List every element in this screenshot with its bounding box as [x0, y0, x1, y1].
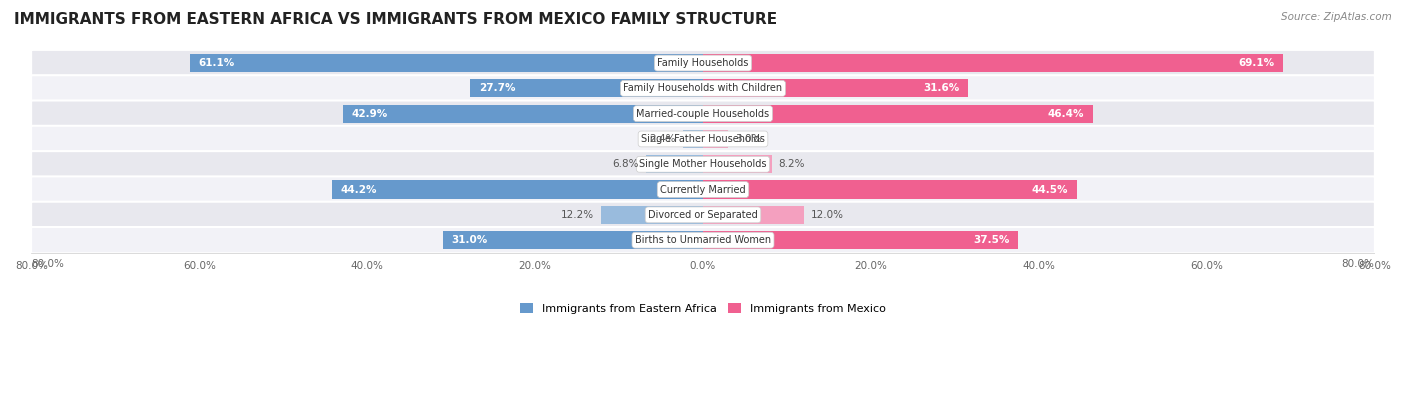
- FancyBboxPatch shape: [31, 50, 1375, 76]
- Text: 27.7%: 27.7%: [479, 83, 516, 93]
- Bar: [703, 231, 1018, 249]
- Text: 44.5%: 44.5%: [1032, 184, 1069, 195]
- Bar: [703, 206, 804, 224]
- Text: 46.4%: 46.4%: [1047, 109, 1084, 118]
- Text: 31.0%: 31.0%: [451, 235, 488, 245]
- Text: 80.0%: 80.0%: [1341, 259, 1375, 269]
- Text: Births to Unmarried Women: Births to Unmarried Women: [636, 235, 770, 245]
- FancyBboxPatch shape: [31, 100, 1375, 127]
- Text: 6.8%: 6.8%: [613, 159, 640, 169]
- Bar: [703, 79, 969, 98]
- Text: 44.2%: 44.2%: [340, 184, 377, 195]
- Text: Currently Married: Currently Married: [661, 184, 745, 195]
- Text: 8.2%: 8.2%: [779, 159, 806, 169]
- Text: 12.2%: 12.2%: [561, 210, 593, 220]
- Text: Single Mother Households: Single Mother Households: [640, 159, 766, 169]
- Text: Family Households with Children: Family Households with Children: [623, 83, 783, 93]
- Text: Single Father Households: Single Father Households: [641, 134, 765, 144]
- Bar: [190, 54, 703, 72]
- Text: 3.0%: 3.0%: [735, 134, 761, 144]
- FancyBboxPatch shape: [31, 126, 1375, 152]
- Bar: [703, 54, 1284, 72]
- Legend: Immigrants from Eastern Africa, Immigrants from Mexico: Immigrants from Eastern Africa, Immigran…: [516, 299, 890, 318]
- Bar: [645, 155, 703, 173]
- Bar: [703, 181, 1077, 199]
- Bar: [343, 105, 703, 123]
- Bar: [703, 130, 728, 148]
- FancyBboxPatch shape: [31, 177, 1375, 203]
- Bar: [683, 130, 703, 148]
- Text: 37.5%: 37.5%: [973, 235, 1010, 245]
- Text: Family Households: Family Households: [658, 58, 748, 68]
- Text: 61.1%: 61.1%: [198, 58, 235, 68]
- Bar: [471, 79, 703, 98]
- Text: 2.4%: 2.4%: [650, 134, 676, 144]
- Bar: [703, 155, 772, 173]
- Text: Married-couple Households: Married-couple Households: [637, 109, 769, 118]
- FancyBboxPatch shape: [31, 202, 1375, 228]
- Bar: [443, 231, 703, 249]
- Text: 31.6%: 31.6%: [924, 83, 960, 93]
- Text: Divorced or Separated: Divorced or Separated: [648, 210, 758, 220]
- Text: Source: ZipAtlas.com: Source: ZipAtlas.com: [1281, 12, 1392, 22]
- FancyBboxPatch shape: [31, 75, 1375, 102]
- Text: IMMIGRANTS FROM EASTERN AFRICA VS IMMIGRANTS FROM MEXICO FAMILY STRUCTURE: IMMIGRANTS FROM EASTERN AFRICA VS IMMIGR…: [14, 12, 778, 27]
- Bar: [600, 206, 703, 224]
- FancyBboxPatch shape: [31, 227, 1375, 253]
- Text: 69.1%: 69.1%: [1239, 58, 1275, 68]
- Text: 42.9%: 42.9%: [352, 109, 388, 118]
- Text: 12.0%: 12.0%: [810, 210, 844, 220]
- Bar: [703, 105, 1092, 123]
- FancyBboxPatch shape: [31, 151, 1375, 177]
- Text: 80.0%: 80.0%: [31, 259, 65, 269]
- Bar: [332, 181, 703, 199]
